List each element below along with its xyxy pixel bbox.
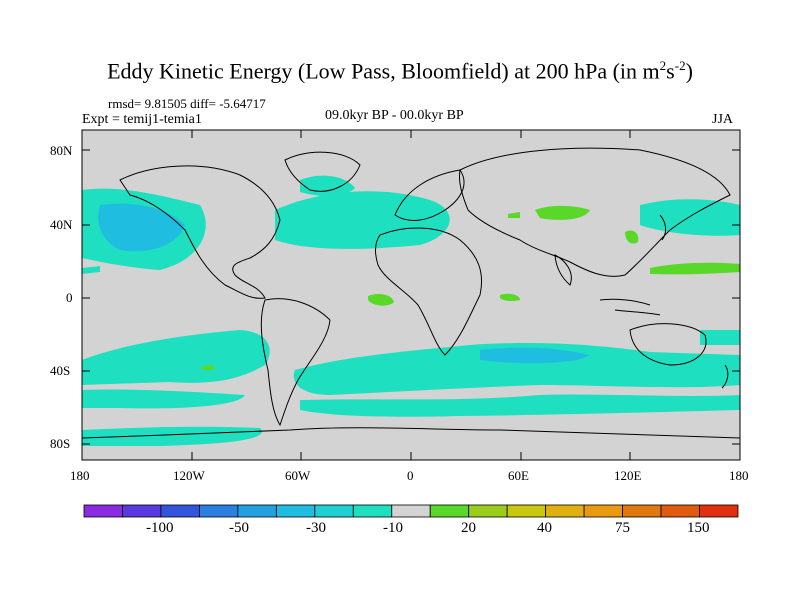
field-positive-east-asia [625, 230, 639, 244]
colorbar-swatch-12 [545, 504, 585, 518]
field-negative-south-atlantic-core [480, 347, 590, 364]
colorbar-label-4: 20 [461, 520, 476, 536]
stats-label: rmsd= 9.81505 diff= -5.64717 [108, 96, 266, 111]
lon-tick-120w: 120W [173, 468, 205, 483]
lon-tick-120e: 120E [614, 468, 642, 483]
field-negative-north-pacific-core [98, 203, 185, 252]
coast-north-america [119, 165, 281, 299]
colorbar-swatch-13 [583, 504, 623, 518]
field-negative-south-pacific [82, 330, 270, 385]
lat-tick-80n: 80N [50, 143, 73, 158]
colorbar-swatch-16 [699, 504, 739, 518]
colorbar-swatch-5 [275, 504, 316, 518]
lon-tick-0: 0 [407, 468, 414, 483]
colorbar-swatch-11 [506, 504, 547, 518]
field-positive-south-pacific [202, 365, 214, 370]
coast-asia [459, 147, 731, 277]
season-label: JJA [712, 112, 734, 127]
coast-australia [629, 323, 707, 366]
plot-title: Eddy Kinetic Energy (Low Pass, Bloomfiel… [107, 58, 693, 84]
coast-greenland [284, 151, 361, 192]
coast-africa [375, 227, 483, 356]
colorbar-swatch-6 [314, 504, 354, 518]
colorbar-label-7: 150 [687, 520, 710, 536]
colorbar-label-0: -100 [146, 520, 174, 536]
colorbar-swatch-7 [352, 504, 393, 518]
colorbar-swatch-10 [468, 504, 508, 518]
colorbar-swatch-9 [429, 504, 470, 518]
colorbar-swatch-2 [160, 504, 200, 518]
colorbar-swatch-4 [237, 504, 277, 518]
field-positive-east-africa [500, 293, 520, 302]
colorbar-swatch-8 [391, 504, 431, 518]
coast-japan [659, 214, 667, 241]
colorbar-label-1: -50 [229, 520, 249, 536]
colorbar-swatch-0 [83, 504, 123, 518]
colorbar-swatch-3 [199, 504, 239, 518]
colorbar-label-2: -30 [306, 520, 326, 536]
experiment-label: Expt = temij1-temia1 [82, 112, 202, 127]
coast-new-zealand [721, 364, 729, 389]
field-positive-central-asia [535, 205, 590, 220]
colorbar-swatch-14 [622, 504, 662, 518]
tick-marks [82, 130, 740, 460]
field-negative-south-atlantic [293, 342, 740, 395]
field-negative-west-pacific-left [82, 266, 100, 274]
field-negative-south-pacific-b [82, 426, 262, 446]
lat-tick-0: 0 [66, 290, 73, 305]
coast-antarctica [82, 427, 740, 439]
field-positive-middle-east [508, 212, 520, 218]
colorbar-swatch-15 [660, 504, 700, 518]
field-positive-north-pacific [650, 262, 740, 275]
lon-tick-60e: 60E [508, 468, 529, 483]
colorbar-label-6: 75 [615, 520, 630, 536]
colorbar-label-3: -10 [383, 520, 403, 536]
lat-tick-40s: 40S [50, 363, 71, 378]
period-label: 09.0kyr BP - 00.0kyr BP [325, 108, 464, 123]
lon-tick-180e: 180 [729, 468, 749, 483]
field-negative-south-pacific-south [82, 389, 245, 409]
colorbar-swatch-1 [122, 504, 162, 518]
lon-tick-60w: 60W [285, 468, 311, 483]
colorbar-label-5: 40 [537, 520, 552, 536]
coastlines [82, 147, 740, 439]
coast-india [554, 254, 572, 286]
field-negative-east-pacific-south [700, 330, 740, 345]
field-negative-south-ocean [300, 394, 740, 417]
coast-south-america [260, 298, 331, 427]
lon-tick-180w: 180 [70, 468, 90, 483]
coast-indonesia [599, 298, 661, 316]
lat-tick-40n: 40N [50, 217, 73, 232]
field-positive-africa [368, 294, 394, 306]
field-negative-north-atlantic [275, 191, 450, 249]
coast-europe [394, 169, 465, 221]
lat-tick-80s: 80S [50, 436, 71, 451]
